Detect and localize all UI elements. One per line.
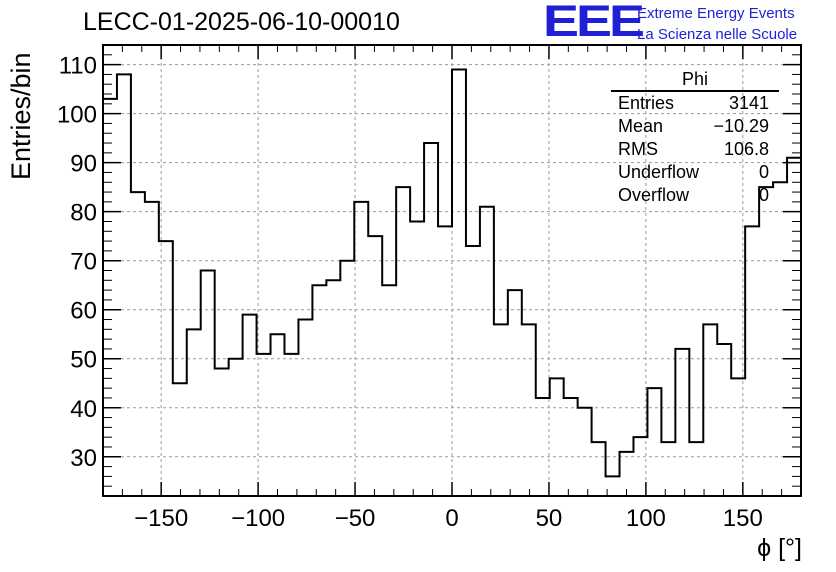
y-tick-label: 110 bbox=[59, 53, 97, 80]
y-tick-label: 80 bbox=[70, 200, 97, 227]
stats-label: Mean bbox=[618, 116, 664, 136]
x-tick-label: −100 bbox=[231, 505, 285, 532]
stats-row-mean: Mean −10.29 bbox=[611, 115, 779, 138]
stats-value: 3141 bbox=[728, 93, 769, 113]
y-tick-label: 40 bbox=[70, 396, 97, 423]
eee-logo: EEE bbox=[543, 0, 645, 47]
x-tick-label: 100 bbox=[626, 505, 666, 532]
x-tick-label: −150 bbox=[134, 505, 188, 532]
stats-label: Overflow bbox=[618, 185, 690, 205]
stats-row-rms: RMS 106.8 bbox=[611, 138, 779, 161]
stats-box: Phi Entries 3141 Mean −10.29 RMS 106.8 U… bbox=[611, 68, 779, 207]
y-tick-label: 60 bbox=[70, 298, 97, 325]
stats-row-underflow: Underflow 0 bbox=[611, 161, 779, 184]
stats-label: Entries bbox=[618, 93, 675, 113]
logo-caption: Extreme Energy Events La Scienza nelle S… bbox=[637, 3, 797, 45]
plot-title: LECC-01-2025-06-10-00010 bbox=[83, 8, 400, 36]
y-axis-label: Entries/bin bbox=[6, 52, 36, 180]
histogram-step-line bbox=[103, 68, 801, 478]
stats-value: −10.29 bbox=[713, 116, 769, 136]
stats-label: RMS bbox=[618, 139, 658, 159]
x-axis-label: ϕ [°] bbox=[757, 534, 802, 562]
x-tick-label: 50 bbox=[536, 505, 563, 532]
y-tick-label: 100 bbox=[57, 102, 97, 129]
stats-label: Underflow bbox=[618, 162, 700, 182]
logo-line-2: La Scienza nelle Scuole bbox=[637, 26, 798, 43]
y-tick-label: 50 bbox=[70, 347, 97, 374]
stats-value: 0 bbox=[758, 162, 769, 182]
y-tick-label: 30 bbox=[70, 445, 97, 472]
stats-row-entries: Entries 3141 bbox=[611, 92, 779, 115]
logo-line-1: Extreme Energy Events bbox=[637, 5, 795, 22]
y-tick-label: 70 bbox=[70, 249, 97, 276]
x-tick-label: 0 bbox=[445, 505, 458, 532]
stats-title: Phi bbox=[611, 68, 779, 92]
y-tick-label: 90 bbox=[70, 151, 97, 178]
plot-frame bbox=[102, 44, 802, 497]
stats-value: 0 bbox=[758, 185, 769, 205]
tick-labels: −150 −100 −50 0 50 100 150 30 40 50 60 70 80 90 100 110 bbox=[57, 53, 763, 532]
stats-value: 106.8 bbox=[723, 139, 769, 159]
x-tick-label: −50 bbox=[335, 505, 376, 532]
stats-row-overflow: Overflow 0 bbox=[611, 184, 779, 207]
x-tick-label: 150 bbox=[723, 505, 763, 532]
